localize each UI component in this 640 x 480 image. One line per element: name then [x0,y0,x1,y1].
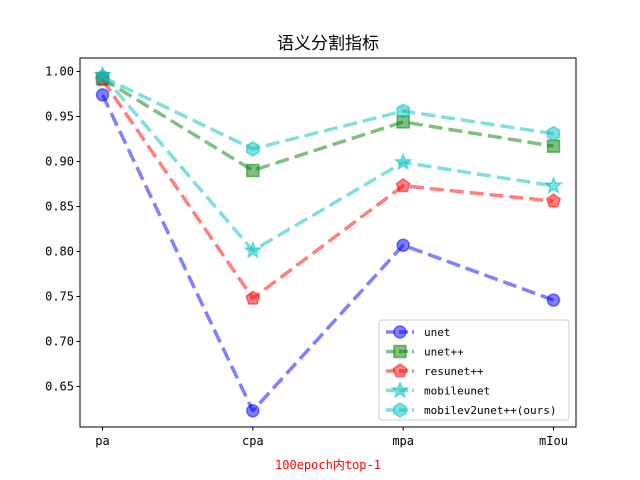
y-tick-label: 0.95 [45,110,74,124]
series-line [101,77,554,173]
legend-entry: mobileunet [386,380,490,399]
legend-marker [393,402,407,418]
data-point [546,293,561,307]
data-point [543,175,564,194]
legend-entry: mobilev2unet++(ours) [386,402,556,418]
data-point [393,152,413,171]
data-point [246,404,260,418]
legend-entry: unet [386,325,451,339]
legend-entry: unet++ [386,344,464,359]
y-tick-label: 0.90 [45,155,74,169]
legend-marker [393,325,407,339]
data-point [546,139,561,153]
legend-marker [390,380,410,399]
series-line [101,75,554,151]
y-tick-label: 0.80 [45,245,74,259]
chart-title: 语义分割指标 [277,34,379,54]
series-line [100,94,555,413]
y-axis: 0.65 0.70 0.75 0.80 0.85 0.90 0.95 1.00 [45,65,80,394]
data-point [546,125,561,142]
data-point [245,290,261,305]
data-point [243,240,263,259]
legend-label: unet [424,326,451,339]
x-tick-label: cpa [242,434,264,448]
data-point [95,69,110,85]
data-point [396,238,410,252]
x-tick-label: mIou [539,434,568,448]
x-tick-label: pa [95,434,109,448]
legend-label: mobileunet [424,385,490,398]
y-tick-label: 0.70 [45,335,74,349]
data-point [545,193,562,208]
series-4 [95,69,561,157]
data-point [95,88,110,102]
legend-label: unet++ [424,346,464,359]
axes-frame [79,57,577,428]
data-point [396,103,410,119]
x-axis: pa cpa mpa mIou [95,427,568,448]
data-point [395,177,411,193]
y-tick-label: 0.75 [45,290,74,304]
legend-marker [393,344,407,359]
y-tick-label: 0.85 [45,200,74,214]
series-line [101,73,554,253]
x-axis-label: 100epoch内top-1 [275,458,381,472]
data-point [246,163,260,178]
legend-label: resunet++ [424,365,484,378]
legend-label: mobilev2unet++(ours) [424,404,556,417]
legend-frame [378,319,570,421]
legend-marker [392,363,408,378]
y-tick-label: 0.65 [45,380,74,394]
legend: unet unet++ resunet++ mobileunet mobilev2une… [378,319,570,421]
plot-area [92,64,564,418]
legend-entry: resunet++ [386,363,484,378]
series-0 [95,88,561,418]
series-line [101,78,554,301]
y-tick-label: 1.00 [45,65,74,79]
x-tick-label: mpa [392,434,414,448]
data-point [246,141,260,157]
